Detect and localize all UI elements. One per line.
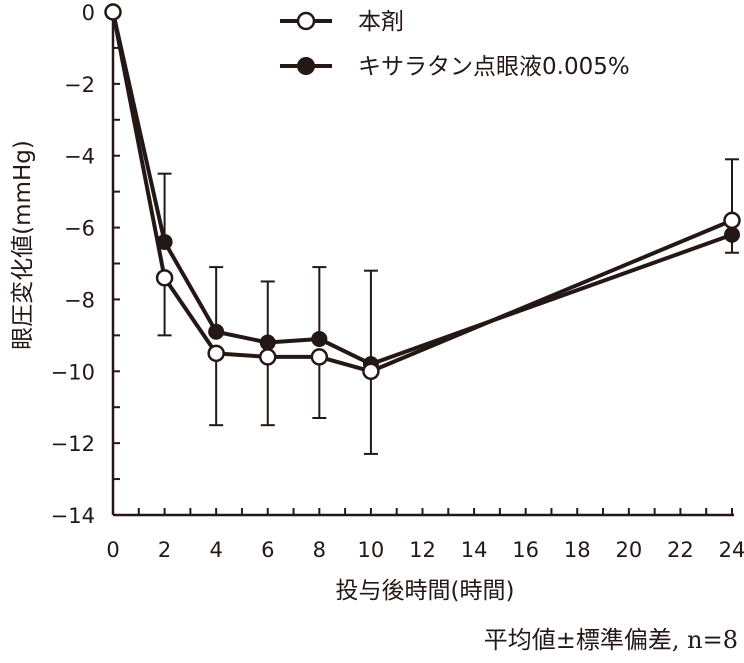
y-tick-label: −2 [64, 73, 95, 97]
axes: 0−2−4−6−8−10−12−140 2 4 6 8 10 12 14 16 18 20 22 24 [51, 1, 744, 562]
open-circle-point [259, 348, 277, 366]
y-axis-label: 眼圧変化値(mmHg) [10, 140, 36, 350]
open-circle-point [155, 269, 174, 287]
y-tick-label: −8 [64, 288, 95, 312]
footnote: 平均値±標準偏差, n=8 [484, 626, 738, 654]
series-lines [104, 3, 741, 381]
y-tick-label: −10 [51, 360, 95, 384]
x-tick-label: 6 [261, 538, 274, 562]
x-tick-label: 4 [209, 538, 222, 562]
x-tick-label: 24 [719, 538, 744, 562]
error-bars [157, 158, 739, 455]
y-axis-label-group: 眼圧変化値(mmHg) [10, 140, 36, 350]
y-tick-label: −4 [64, 145, 95, 169]
filled-circle-point [156, 233, 173, 250]
y-tick-label: −14 [51, 504, 95, 528]
legend-filled-circle-marker [297, 57, 315, 75]
x-tick-label: 16 [512, 538, 539, 562]
legend: 本剤 キサラタン点眼液0.005% [280, 9, 630, 80]
y-tick-label: −6 [64, 217, 95, 241]
open-circle-point [310, 348, 329, 366]
open-circle-point [207, 344, 225, 363]
legend-open-circle-marker [296, 11, 316, 31]
x-tick-label: 10 [358, 538, 385, 562]
x-tick-label: 18 [564, 538, 591, 562]
y-tick-label: 0 [82, 1, 95, 25]
x-tick-label: 2 [158, 538, 171, 562]
x-tick-label: 12 [409, 538, 436, 562]
x-tick-label: 14 [461, 538, 488, 562]
open-circle-point [104, 3, 122, 21]
x-tick-label: 0 [106, 538, 119, 562]
filled-circle-point [311, 330, 328, 347]
x-tick-label: 20 [615, 538, 642, 562]
x-axis-label: 投与後時間(時間) [336, 578, 515, 604]
open-circle-point [723, 211, 741, 230]
x-tick-label: 22 [667, 538, 694, 562]
y-tick-label: −12 [51, 432, 95, 456]
legend-label-1: キサラタン点眼液0.005% [358, 54, 630, 80]
legend-label-0: 本剤 [358, 9, 404, 35]
x-tick-label: 8 [313, 538, 326, 562]
open-circle-point [362, 362, 380, 381]
filled-circle-point [724, 226, 740, 243]
filled-circle-point [208, 323, 225, 340]
filled-circle-point [259, 334, 276, 351]
